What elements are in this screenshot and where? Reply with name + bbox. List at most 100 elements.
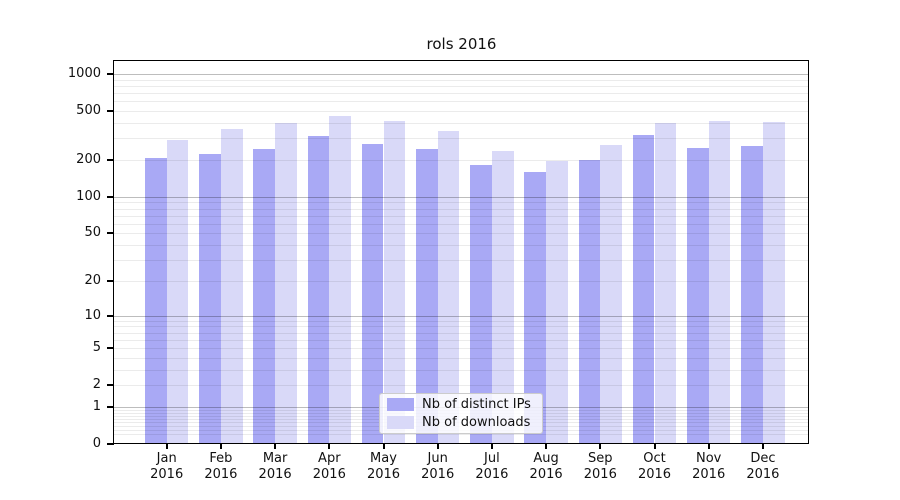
- x-tick-year: 2016: [204, 467, 238, 482]
- bar-downloads: [708, 120, 731, 444]
- major-gridline: [114, 73, 809, 75]
- minor-gridline: [114, 369, 809, 371]
- minor-gridline: [114, 208, 809, 210]
- x-tick-year: 2016: [475, 467, 509, 482]
- bar-downloads: [329, 116, 351, 444]
- x-tick-year: 2016: [258, 467, 292, 482]
- minor-gridline: [114, 223, 809, 225]
- minor-gridline: [114, 93, 809, 95]
- bar-distinct-ips: [416, 148, 438, 444]
- minor-gridline: [114, 138, 809, 140]
- x-tick-year: 2016: [746, 467, 780, 482]
- bar-distinct-ips: [687, 147, 709, 444]
- bar-downloads: [654, 122, 677, 444]
- x-tick-month: Mar: [262, 451, 288, 466]
- bar-distinct-ips: [524, 171, 547, 444]
- x-tick-mark: [219, 444, 222, 449]
- y-tick-mark: [107, 405, 114, 408]
- minor-gridline: [114, 332, 809, 334]
- bar-downloads: [166, 140, 189, 444]
- x-tick-year: 2016: [150, 467, 184, 482]
- x-tick-mark: [490, 444, 493, 449]
- x-tick-mark: [707, 444, 710, 449]
- y-tick-label: 500: [76, 103, 101, 119]
- minor-gridline: [114, 122, 809, 124]
- major-gridline: [114, 196, 809, 198]
- x-tick-year: 2016: [366, 467, 401, 482]
- bar-downloads: [546, 160, 568, 444]
- minor-gridline: [114, 357, 809, 359]
- x-tick-month: Jul: [484, 451, 500, 466]
- x-tick-label: Dec 2016: [733, 451, 793, 483]
- bar-downloads: [762, 121, 785, 444]
- bar-downloads: [491, 150, 514, 444]
- minor-gridline: [114, 348, 809, 350]
- bar-downloads: [275, 122, 297, 444]
- x-tick-month: Apr: [318, 451, 341, 466]
- y-tick-mark: [107, 443, 114, 445]
- major-gridline: [114, 315, 809, 317]
- minor-gridline: [114, 385, 809, 387]
- y-tick-mark: [107, 110, 114, 113]
- minor-gridline: [114, 101, 809, 103]
- x-tick-month: Aug: [533, 451, 559, 466]
- y-tick-mark: [107, 314, 114, 317]
- y-tick-mark: [107, 384, 114, 387]
- chart-title: rols 2016: [426, 35, 497, 53]
- x-tick-year: 2016: [421, 467, 455, 482]
- x-tick-month: May: [370, 451, 397, 466]
- x-tick-year: 2016: [529, 467, 563, 482]
- bar-distinct-ips: [578, 159, 601, 444]
- x-tick-mark: [328, 444, 331, 449]
- x-tick-label: Jun 2016: [408, 451, 468, 483]
- bar-distinct-ips: [145, 157, 167, 444]
- legend-swatch-downloads: [387, 416, 414, 429]
- bar-distinct-ips: [361, 143, 384, 444]
- minor-gridline: [114, 280, 809, 282]
- minor-gridline: [114, 320, 809, 322]
- bar-downloads: [600, 144, 622, 444]
- bar-distinct-ips: [470, 164, 492, 444]
- minor-gridline: [114, 339, 809, 341]
- x-tick-month: Jun: [427, 451, 448, 466]
- legend-label: Nb of downloads: [422, 415, 531, 430]
- y-tick-label: 100: [76, 188, 101, 204]
- minor-gridline: [114, 85, 809, 87]
- x-tick-label: Sep 2016: [570, 451, 630, 483]
- minor-gridline: [114, 245, 809, 247]
- bar-downloads: [220, 128, 243, 444]
- x-tick-mark: [165, 444, 168, 449]
- minor-gridline: [114, 111, 809, 113]
- legend-label: Nb of distinct IPs: [422, 397, 531, 412]
- y-tick-label: 1000: [67, 65, 101, 81]
- y-tick-label: 10: [84, 307, 101, 323]
- x-tick-mark: [653, 444, 656, 449]
- x-tick-mark: [382, 444, 385, 449]
- y-tick-label: 50: [84, 225, 101, 241]
- x-tick-month: Feb: [209, 451, 233, 466]
- legend: Nb of distinct IPs Nb of downloads: [379, 393, 543, 434]
- bar-distinct-ips: [741, 145, 763, 444]
- y-tick-mark: [107, 195, 114, 198]
- bar-downloads: [383, 120, 406, 444]
- y-tick-label: 2: [92, 377, 101, 393]
- x-tick-mark: [761, 444, 764, 449]
- legend-entry: Nb of downloads: [387, 415, 542, 430]
- x-tick-month: Nov: [696, 451, 722, 466]
- x-tick-mark: [545, 444, 548, 449]
- x-tick-label: Jan 2016: [137, 451, 197, 483]
- bar-downloads: [437, 130, 460, 444]
- x-tick-mark: [274, 444, 277, 449]
- x-tick-label: Feb 2016: [191, 451, 251, 483]
- legend-entry: Nb of distinct IPs: [387, 397, 542, 412]
- y-tick-label: 1: [92, 398, 101, 414]
- x-tick-label: Jul 2016: [462, 451, 522, 483]
- y-tick-mark: [107, 279, 114, 282]
- y-tick-mark: [107, 158, 114, 161]
- bar-distinct-ips: [199, 154, 221, 444]
- bar-distinct-ips: [253, 148, 276, 444]
- y-tick-label: 0: [92, 436, 101, 451]
- x-tick-mark: [436, 444, 439, 449]
- minor-gridline: [114, 260, 809, 262]
